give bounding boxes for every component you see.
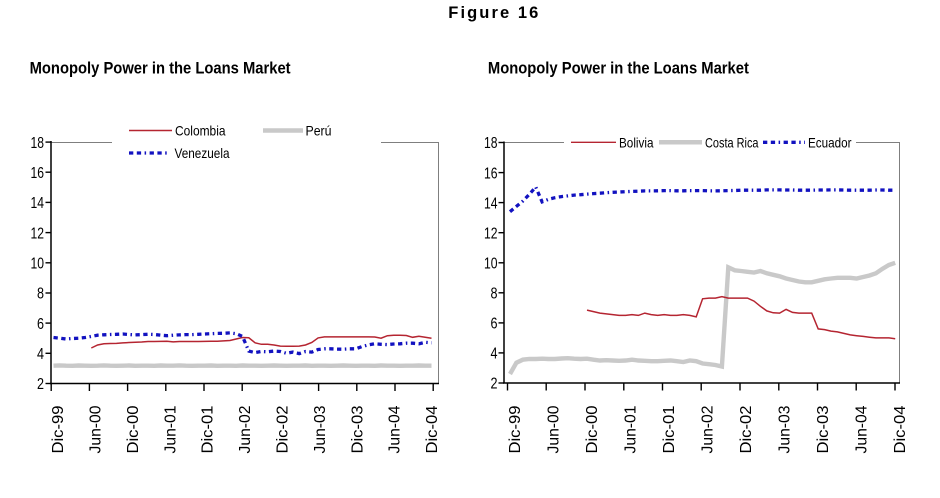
svg-text:Colombia: Colombia <box>175 123 226 139</box>
svg-text:Dic-01: Dic-01 <box>661 405 678 453</box>
svg-text:Dic-99: Dic-99 <box>507 405 524 453</box>
svg-text:Jun-01: Jun-01 <box>162 405 179 453</box>
svg-text:8: 8 <box>37 286 44 303</box>
svg-text:18: 18 <box>484 135 498 152</box>
svg-text:Dic-02: Dic-02 <box>738 405 755 453</box>
svg-text:Jun-00: Jun-00 <box>88 405 105 453</box>
svg-text:2: 2 <box>37 376 44 393</box>
svg-text:Jun-04: Jun-04 <box>853 405 870 453</box>
svg-text:Jun-04: Jun-04 <box>387 405 404 453</box>
svg-text:Jun-02: Jun-02 <box>699 405 716 453</box>
svg-text:Perú: Perú <box>306 123 332 139</box>
svg-text:Dic-04: Dic-04 <box>424 405 441 453</box>
svg-text:Dic-03: Dic-03 <box>815 405 832 453</box>
svg-text:Dic-00: Dic-00 <box>584 405 601 453</box>
svg-text:14: 14 <box>31 195 45 212</box>
svg-text:Dic-02: Dic-02 <box>275 405 292 453</box>
svg-text:12: 12 <box>31 225 45 242</box>
svg-text:Ecuador: Ecuador <box>808 134 852 150</box>
svg-text:14: 14 <box>484 195 498 212</box>
svg-text:10: 10 <box>31 256 45 273</box>
svg-text:Jun-03: Jun-03 <box>776 405 793 453</box>
svg-text:Dic-99: Dic-99 <box>50 405 67 453</box>
svg-text:16: 16 <box>31 165 45 182</box>
svg-text:18: 18 <box>31 135 45 152</box>
svg-text:4: 4 <box>37 346 44 363</box>
svg-text:10: 10 <box>484 256 498 273</box>
svg-text:16: 16 <box>484 165 498 182</box>
svg-text:Monopoly Power in the Loans Ma: Monopoly Power in the Loans Market <box>488 59 749 78</box>
svg-text:Dic-01: Dic-01 <box>200 405 217 453</box>
svg-text:Bolivia: Bolivia <box>619 134 654 150</box>
svg-text:6: 6 <box>491 316 498 333</box>
svg-text:Dic-00: Dic-00 <box>125 405 142 453</box>
svg-text:2: 2 <box>491 376 498 393</box>
svg-text:4: 4 <box>491 346 498 363</box>
svg-text:Jun-00: Jun-00 <box>545 405 562 453</box>
svg-text:Jun-02: Jun-02 <box>237 405 254 453</box>
svg-text:Dic-03: Dic-03 <box>349 405 366 453</box>
svg-text:Jun-03: Jun-03 <box>312 405 329 453</box>
svg-text:Dic-04: Dic-04 <box>892 405 909 453</box>
svg-text:Monopoly Power in the Loans Ma: Monopoly Power in the Loans Market <box>30 59 291 78</box>
svg-text:8: 8 <box>491 286 498 303</box>
svg-text:12: 12 <box>484 225 498 242</box>
svg-text:Costa Rica: Costa Rica <box>705 134 759 150</box>
svg-text:Venezuela: Venezuela <box>175 145 230 161</box>
svg-text:Jun-01: Jun-01 <box>622 405 639 453</box>
svg-text:Figure 16: Figure 16 <box>448 4 538 22</box>
svg-text:6: 6 <box>37 316 44 333</box>
